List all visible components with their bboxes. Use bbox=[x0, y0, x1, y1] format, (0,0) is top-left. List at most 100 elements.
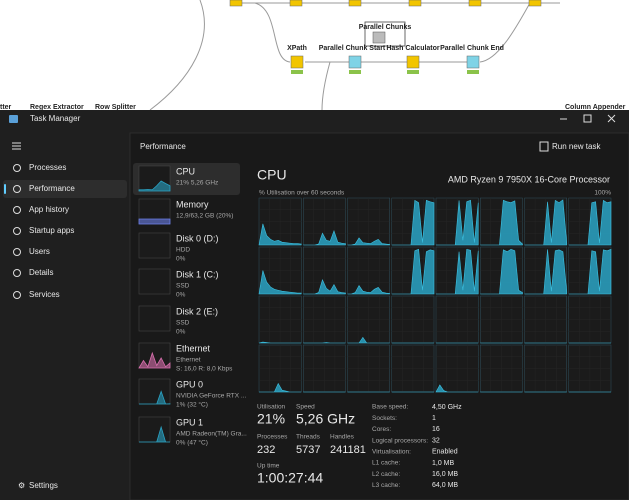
node-label: Column Appender bbox=[565, 104, 626, 111]
node-label: Parallel Chunks bbox=[359, 24, 412, 31]
device-detail: Ethernet bbox=[176, 357, 201, 364]
spec-value: 1 bbox=[432, 415, 436, 422]
device-detail: 0% bbox=[176, 292, 186, 299]
run-new-task[interactable]: Run new task bbox=[552, 142, 601, 151]
nav-item[interactable]: Users bbox=[29, 247, 50, 256]
stat-label: Speed bbox=[296, 404, 315, 411]
nav-icon bbox=[13, 291, 21, 299]
nav-icon bbox=[13, 248, 21, 256]
stat-value: 232 bbox=[257, 444, 275, 456]
device-detail: 12,9/63,2 GB (20%) bbox=[176, 213, 233, 220]
nav-icon bbox=[13, 269, 21, 277]
core-usage bbox=[524, 199, 568, 246]
stat-label: Up time bbox=[257, 463, 280, 470]
maximize-button[interactable] bbox=[583, 114, 592, 123]
device-graph-box bbox=[138, 305, 171, 332]
nav-item[interactable]: Startup apps bbox=[29, 226, 74, 235]
node-label: Regex Extractor bbox=[30, 104, 84, 111]
core-usage bbox=[303, 230, 346, 246]
core-usage bbox=[258, 223, 302, 246]
core-usage bbox=[391, 248, 435, 295]
device-detail: NVIDIA GeForce RTX ... bbox=[176, 393, 247, 400]
core-usage bbox=[524, 249, 568, 295]
stat-label: Handles bbox=[330, 434, 355, 441]
device-detail: HDD bbox=[176, 247, 190, 254]
nav-item[interactable]: Performance bbox=[29, 184, 75, 193]
core-usage bbox=[568, 248, 612, 295]
device-name: GPU 0 bbox=[176, 379, 203, 389]
device-name: Disk 1 (C:) bbox=[176, 269, 219, 279]
close-button[interactable] bbox=[607, 114, 616, 123]
nav-selected bbox=[3, 180, 127, 198]
node-label: Row Splitter bbox=[95, 104, 136, 111]
core-usage bbox=[259, 382, 302, 393]
device-detail: SSD bbox=[176, 283, 190, 290]
core-usage bbox=[347, 336, 390, 344]
core-usage bbox=[347, 284, 391, 295]
device-graph-box bbox=[138, 268, 171, 295]
node-label: Parallel Chunk End bbox=[440, 45, 504, 52]
nav-item[interactable]: Services bbox=[29, 290, 60, 299]
spec-label: Sockets: bbox=[372, 415, 397, 422]
stat-value: 5737 bbox=[296, 444, 320, 456]
nav-item[interactable]: Processes bbox=[29, 163, 66, 172]
device-detail: 1% (32 °C) bbox=[176, 401, 208, 409]
stat-value: 241181 bbox=[330, 444, 366, 456]
nav-icon bbox=[13, 227, 21, 235]
spec-label: L3 cache: bbox=[372, 482, 400, 489]
device-graph bbox=[139, 390, 171, 405]
spec-value: 16,0 MB bbox=[432, 471, 458, 478]
nav-item[interactable]: App history bbox=[29, 205, 69, 214]
node-label: XPath bbox=[287, 45, 307, 52]
stat-value: 1:00:27:44 bbox=[257, 470, 323, 486]
graph-label: % Utilisation over 60 seconds bbox=[259, 190, 345, 197]
device-graph-box bbox=[138, 416, 171, 443]
device-detail: 0% (47 °C) bbox=[176, 439, 208, 447]
core-usage bbox=[480, 199, 523, 246]
core-usage bbox=[258, 341, 302, 344]
spec-label: L2 cache: bbox=[372, 471, 400, 478]
detail-title: CPU bbox=[257, 167, 287, 183]
device-graph bbox=[138, 351, 171, 369]
nav-item[interactable]: Details bbox=[29, 268, 53, 277]
stat-label: Processes bbox=[257, 434, 288, 441]
run-task-icon bbox=[539, 141, 549, 152]
device-name: Disk 0 (D:) bbox=[176, 233, 219, 243]
workflow-nodes bbox=[229, 0, 542, 74]
spec-value: 32 bbox=[432, 437, 440, 444]
stat-label: Threads bbox=[296, 434, 321, 441]
nav-icon bbox=[13, 164, 21, 172]
cpu-model: AMD Ryzen 9 7950X 16-Core Processor bbox=[448, 174, 610, 184]
stat-value: 21% bbox=[257, 411, 285, 427]
spec-value: Enabled bbox=[432, 449, 458, 456]
core-usage bbox=[347, 237, 391, 246]
spec-value: 1,0 MB bbox=[432, 460, 455, 467]
device-name: Ethernet bbox=[176, 343, 211, 353]
stat-label: Utilisation bbox=[257, 404, 286, 411]
device-detail: AMD Radeon(TM) Gra... bbox=[176, 431, 247, 438]
page-title: Performance bbox=[140, 142, 186, 151]
core-usage bbox=[435, 384, 479, 393]
device-graph bbox=[139, 425, 170, 443]
spec-value: 16 bbox=[432, 426, 440, 433]
device-detail: 0% bbox=[176, 329, 186, 336]
nav-icon bbox=[13, 185, 21, 193]
node-label: Parallel Chunk Start bbox=[319, 45, 386, 52]
menu-button[interactable] bbox=[12, 142, 21, 150]
nav-settings[interactable]: Settings bbox=[29, 481, 58, 490]
spec-label: Virtualisation: bbox=[372, 449, 411, 456]
device-detail: 0% bbox=[176, 256, 186, 263]
nav-accent bbox=[4, 184, 6, 194]
device-detail: 21% 5,26 GHz bbox=[176, 180, 218, 187]
core-usage bbox=[568, 199, 612, 246]
device-detail: SSD bbox=[176, 320, 190, 327]
window-title: Task Manager bbox=[30, 114, 81, 123]
core-usage bbox=[436, 199, 479, 246]
device-graph bbox=[138, 218, 171, 225]
device-detail: S: 16,0 R: 8,0 Kbps bbox=[176, 366, 233, 373]
core-usage bbox=[436, 248, 479, 295]
spec-label: Base speed: bbox=[372, 404, 408, 411]
core-usage bbox=[391, 199, 435, 246]
settings-icon: ⚙ bbox=[18, 481, 25, 490]
